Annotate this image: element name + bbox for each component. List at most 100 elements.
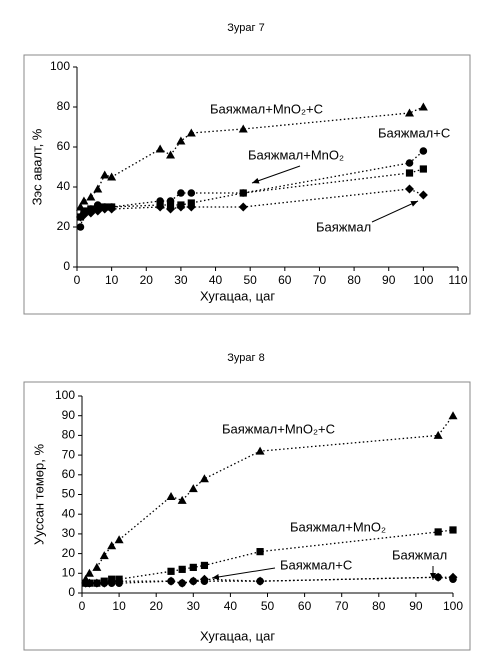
point bbox=[406, 169, 413, 176]
arrow bbox=[252, 166, 300, 183]
x-tick-label: 70 bbox=[313, 273, 327, 287]
x-tick-label: 30 bbox=[187, 599, 201, 613]
x-tick-label: 50 bbox=[244, 273, 258, 287]
x-tick-label: 20 bbox=[150, 599, 164, 613]
point bbox=[190, 564, 197, 571]
x-tick-label: 0 bbox=[79, 599, 86, 613]
point bbox=[419, 103, 428, 111]
x-axis-label: Хугацаа, цаг bbox=[200, 288, 275, 303]
point bbox=[167, 577, 176, 586]
point bbox=[92, 563, 101, 571]
x-tick-label: 50 bbox=[261, 599, 275, 613]
y-tick-label: 20 bbox=[57, 219, 71, 233]
y-axis-label: Зэс авалт, % bbox=[29, 128, 44, 205]
series-label: Баяжмал+C bbox=[280, 557, 352, 572]
y-tick-label: 50 bbox=[62, 487, 76, 501]
series-label: Баяжмал+C bbox=[378, 125, 450, 140]
x-tick-label: 100 bbox=[413, 273, 433, 287]
point bbox=[179, 566, 186, 573]
x-tick-label: 40 bbox=[224, 599, 238, 613]
arrow bbox=[212, 568, 275, 578]
x-tick-label: 70 bbox=[335, 599, 349, 613]
series-label: Баяжмал+MnO₂ bbox=[248, 147, 344, 162]
point bbox=[256, 577, 265, 586]
chart-title: Зураг 7 bbox=[227, 22, 264, 34]
x-tick-label: 40 bbox=[209, 273, 223, 287]
x-tick-label: 0 bbox=[74, 273, 81, 287]
point bbox=[435, 528, 442, 535]
series-label: Баяжмал bbox=[316, 219, 371, 234]
point bbox=[167, 568, 174, 575]
x-tick-label: 60 bbox=[278, 273, 292, 287]
figure: Зураг 7020406080100010203040506070809010… bbox=[0, 0, 492, 664]
series-line bbox=[80, 189, 423, 217]
x-tick-label: 90 bbox=[382, 273, 396, 287]
x-tick-label: 100 bbox=[443, 599, 463, 613]
series-label: Баяжмал bbox=[392, 547, 447, 562]
x-tick-label: 20 bbox=[140, 273, 154, 287]
series-line bbox=[86, 577, 453, 583]
point bbox=[405, 185, 414, 194]
point bbox=[434, 573, 443, 582]
x-tick-label: 110 bbox=[448, 273, 467, 287]
chart-title: Зураг 8 bbox=[227, 352, 264, 364]
series-label: Баяжмал+MnO₂+C bbox=[222, 421, 335, 436]
point bbox=[156, 145, 165, 153]
point bbox=[449, 526, 456, 533]
series-label: Баяжмал+MnO₂+C bbox=[210, 101, 323, 116]
point bbox=[187, 129, 196, 137]
x-tick-label: 80 bbox=[372, 599, 386, 613]
point bbox=[420, 147, 428, 155]
x-axis-label: Хугацаа, цаг bbox=[200, 628, 275, 643]
point bbox=[100, 551, 109, 559]
series-label: Баяжмал+MnO₂ bbox=[290, 519, 386, 534]
y-axis-label: Уусcан төмөр, % bbox=[31, 444, 46, 545]
point bbox=[240, 189, 247, 196]
y-tick-label: 40 bbox=[62, 506, 76, 520]
y-tick-label: 80 bbox=[57, 99, 71, 113]
point bbox=[200, 474, 209, 482]
point bbox=[239, 125, 248, 133]
point bbox=[107, 541, 116, 549]
point bbox=[419, 191, 428, 200]
y-tick-label: 10 bbox=[62, 565, 76, 579]
point bbox=[256, 548, 263, 555]
y-tick-label: 70 bbox=[62, 447, 76, 461]
x-tick-label: 80 bbox=[347, 273, 361, 287]
y-tick-label: 40 bbox=[57, 179, 71, 193]
x-tick-label: 10 bbox=[105, 273, 119, 287]
point bbox=[176, 137, 185, 145]
x-tick-label: 10 bbox=[112, 599, 126, 613]
series-line bbox=[80, 169, 423, 217]
x-tick-label: 30 bbox=[174, 273, 188, 287]
point bbox=[188, 189, 196, 197]
y-tick-label: 100 bbox=[50, 59, 70, 73]
point bbox=[77, 223, 85, 231]
page: Зураг 7020406080100010203040506070809010… bbox=[0, 0, 492, 664]
point bbox=[100, 171, 109, 179]
arrow bbox=[372, 201, 418, 222]
y-tick-label: 0 bbox=[63, 259, 70, 273]
y-tick-label: 30 bbox=[62, 526, 76, 540]
y-tick-label: 60 bbox=[62, 467, 76, 481]
x-tick-label: 60 bbox=[298, 599, 312, 613]
point bbox=[449, 411, 458, 419]
point bbox=[405, 109, 414, 117]
point bbox=[239, 203, 248, 212]
y-tick-label: 20 bbox=[62, 546, 76, 560]
y-tick-label: 0 bbox=[68, 585, 75, 599]
point bbox=[177, 189, 185, 197]
y-tick-label: 100 bbox=[55, 388, 75, 402]
point bbox=[420, 165, 427, 172]
point bbox=[189, 577, 198, 586]
y-tick-label: 80 bbox=[62, 428, 76, 442]
point bbox=[93, 185, 102, 193]
point bbox=[406, 159, 414, 167]
x-tick-label: 90 bbox=[409, 599, 423, 613]
point bbox=[86, 193, 95, 201]
point bbox=[167, 492, 176, 500]
point bbox=[201, 562, 208, 569]
y-tick-label: 60 bbox=[57, 139, 71, 153]
point bbox=[85, 569, 94, 577]
y-tick-label: 90 bbox=[62, 408, 76, 422]
